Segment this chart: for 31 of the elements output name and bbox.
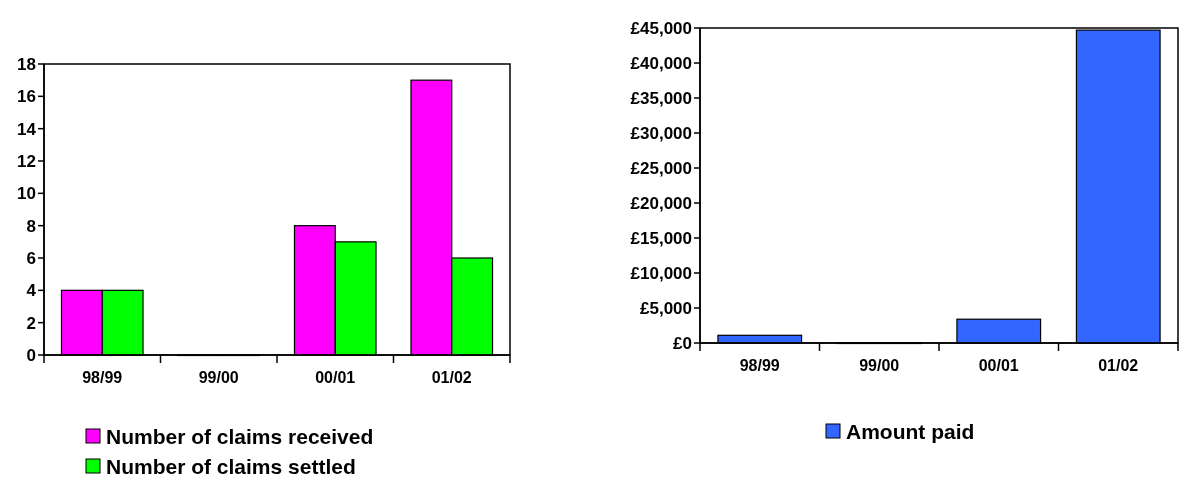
legend-label: Amount paid [846,420,975,444]
y-tick-label: £10,000 [630,263,692,283]
y-tick-label: 2 [26,313,36,333]
x-tick-label: 99/00 [859,357,900,374]
y-tick-label: 18 [17,54,36,74]
y-tick-label: 12 [17,151,36,171]
legend-label: Number of claims received [106,425,374,449]
y-tick-label: £5,000 [640,298,692,318]
x-tick-label: 01/02 [1098,357,1139,374]
x-tick-label: 99/00 [198,369,239,386]
y-tick-label: £35,000 [630,88,692,108]
x-tick-label: 98/99 [739,357,780,374]
y-tick-label: £30,000 [630,123,692,143]
y-tick-label: £25,000 [630,158,692,178]
x-tick-label: 00/01 [978,357,1019,374]
y-tick-label: 16 [17,87,36,107]
y-tick-label: £0 [673,333,692,353]
y-tick-label: £40,000 [630,53,692,73]
y-tick-label: 10 [17,184,36,204]
y-tick-label: £15,000 [630,228,692,248]
y-tick-label: 14 [17,119,37,139]
x-tick-label: 98/99 [82,369,123,386]
x-tick-label: 01/02 [431,369,472,386]
y-tick-label: £45,000 [630,18,692,38]
y-tick-label: 0 [26,345,36,365]
y-tick-label: 6 [26,248,36,268]
y-tick-label: 8 [26,216,36,236]
y-tick-label: 4 [26,281,37,301]
x-tick-label: 00/01 [315,369,356,386]
y-tick-label: £20,000 [630,193,692,213]
legend-label: Number of claims settled [106,455,356,479]
